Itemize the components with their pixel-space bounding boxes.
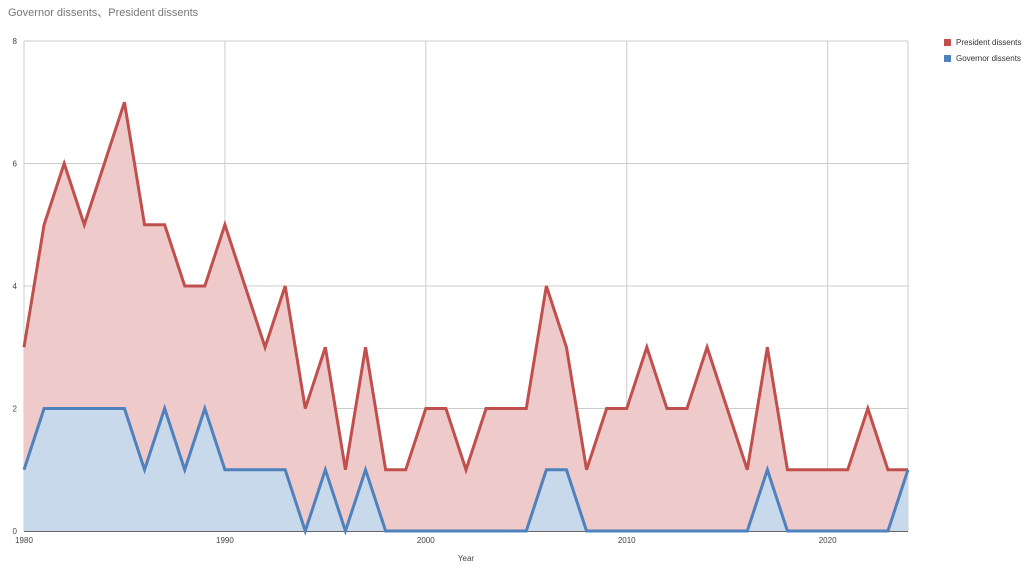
legend-swatch-president	[944, 38, 951, 46]
area-president	[24, 102, 908, 531]
series-lines	[22, 101, 910, 536]
legend: President dissents Governor dissents	[944, 34, 1021, 66]
x-tick-labels: 1980 1990 2000 2010 2020	[15, 536, 837, 545]
legend-item-president[interactable]: President dissents	[944, 34, 1021, 50]
y-tick-label: 8	[13, 37, 18, 46]
y-tick-label: 0	[13, 527, 18, 536]
y-tick-label: 4	[13, 282, 18, 291]
area-fills	[24, 102, 908, 531]
x-tick-label: 1990	[216, 536, 234, 545]
y-tick-labels: 0 2 4 6 8	[13, 37, 18, 536]
legend-item-governor[interactable]: Governor dissents	[944, 50, 1021, 66]
series-line-governor[interactable]	[22, 403, 910, 536]
x-axis-title: Year	[458, 554, 475, 563]
y-tick-label: 2	[13, 405, 18, 414]
chart-title: Governor dissents、President dissents	[8, 7, 199, 19]
x-tick-label: 2000	[417, 536, 435, 545]
x-tick-label: 2020	[819, 536, 837, 545]
x-tick-label: 1980	[15, 536, 33, 545]
legend-swatch-governor	[944, 54, 951, 62]
y-tick-label: 6	[13, 160, 18, 169]
x-tick-label: 2010	[618, 536, 636, 545]
legend-label-governor: Governor dissents	[956, 53, 1021, 63]
series-line-president[interactable]	[22, 101, 908, 475]
legend-label-president: President dissents	[956, 37, 1022, 47]
area-governor	[24, 408, 908, 531]
